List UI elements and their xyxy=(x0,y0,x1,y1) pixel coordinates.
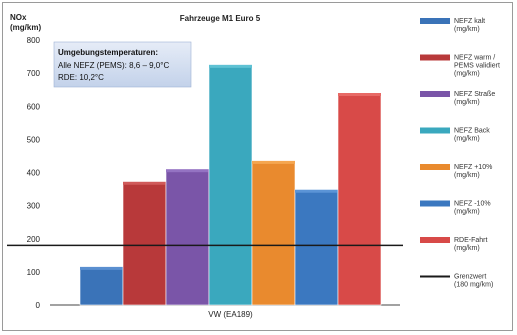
y-tick-label: 800 xyxy=(27,36,41,45)
legend-unit: (mg/km) xyxy=(454,136,480,143)
legend-swatch-5 xyxy=(420,164,450,170)
legend-label: NEFZ +10% xyxy=(454,164,492,171)
y-tick-label: 100 xyxy=(27,268,41,277)
bar-4 xyxy=(208,64,253,306)
bar-7 xyxy=(337,92,382,306)
bar-4-cap xyxy=(209,64,252,68)
bar-6-cap xyxy=(295,189,338,193)
legend-label: NEFZ kalt xyxy=(454,18,485,25)
y-tick-label: 0 xyxy=(36,301,41,310)
legend-swatch-7 xyxy=(420,237,450,243)
bar-2 xyxy=(122,181,167,306)
y-tick-label: 700 xyxy=(27,69,41,78)
legend: NEFZ kalt(mg/km)NEFZ warm /PEMS validier… xyxy=(420,18,500,289)
annotation-background xyxy=(53,41,192,88)
bar-6 xyxy=(294,189,339,306)
annotation-rde-temp: RDE: 10,2°C xyxy=(58,73,104,82)
y-tick-label: 400 xyxy=(27,169,41,178)
legend-swatch-2 xyxy=(420,54,450,61)
legend-swatch-4 xyxy=(420,127,450,134)
x-category-label: VW (EA189) xyxy=(208,310,253,319)
bar-2-cap xyxy=(123,181,166,185)
y-tick-label: 300 xyxy=(27,202,41,211)
legend-label: NEFZ warm / xyxy=(454,55,495,62)
legend-label: NEFZ Back xyxy=(454,128,490,135)
legend-unit: (mg/km) xyxy=(454,71,480,78)
legend-unit: (mg/km) xyxy=(454,172,480,179)
bar-5-cap xyxy=(252,160,295,164)
bar-1-cap xyxy=(80,266,123,270)
legend-unit: (mg/km) xyxy=(454,99,480,106)
legend-unit: (mg/km) xyxy=(454,245,480,252)
legend-label: Grenzwert xyxy=(454,274,486,281)
legend-label: PEMS validiert xyxy=(454,63,500,70)
bar-3 xyxy=(165,168,210,306)
y-tick-label: 200 xyxy=(27,235,41,244)
y-tick-label: 600 xyxy=(27,102,41,111)
legend-label: NEFZ Straße xyxy=(454,91,495,98)
chart-title: Fahrzeuge M1 Euro 5 xyxy=(180,14,261,23)
legend-swatch-3 xyxy=(420,91,450,97)
bar-7-cap xyxy=(338,93,381,96)
y-axis-unit: (mg/km) xyxy=(10,23,41,32)
legend-unit: (mg/km) xyxy=(454,26,480,33)
legend-label: RDE-Fahrt xyxy=(454,237,488,244)
annotation-heading: Umgebungstemperaturen: xyxy=(58,48,158,57)
legend-swatch-1 xyxy=(420,18,450,24)
y-tick-label: 500 xyxy=(27,135,41,144)
legend-unit: (180 mg/km) xyxy=(454,282,493,289)
bar-1 xyxy=(79,266,124,306)
legend-unit: (mg/km) xyxy=(454,209,480,216)
annotation-box: Umgebungstemperaturen: Alle NEFZ (PEMS):… xyxy=(53,41,192,88)
bar-5 xyxy=(251,160,296,306)
legend-label: NEFZ -10% xyxy=(454,201,491,208)
bar-3-cap xyxy=(166,169,209,173)
y-axis-label: NOx xyxy=(10,13,27,22)
annotation-nefz-temp: Alle NEFZ (PEMS): 8,6 – 9,0°C xyxy=(58,61,169,70)
legend-swatch-6 xyxy=(420,200,450,207)
